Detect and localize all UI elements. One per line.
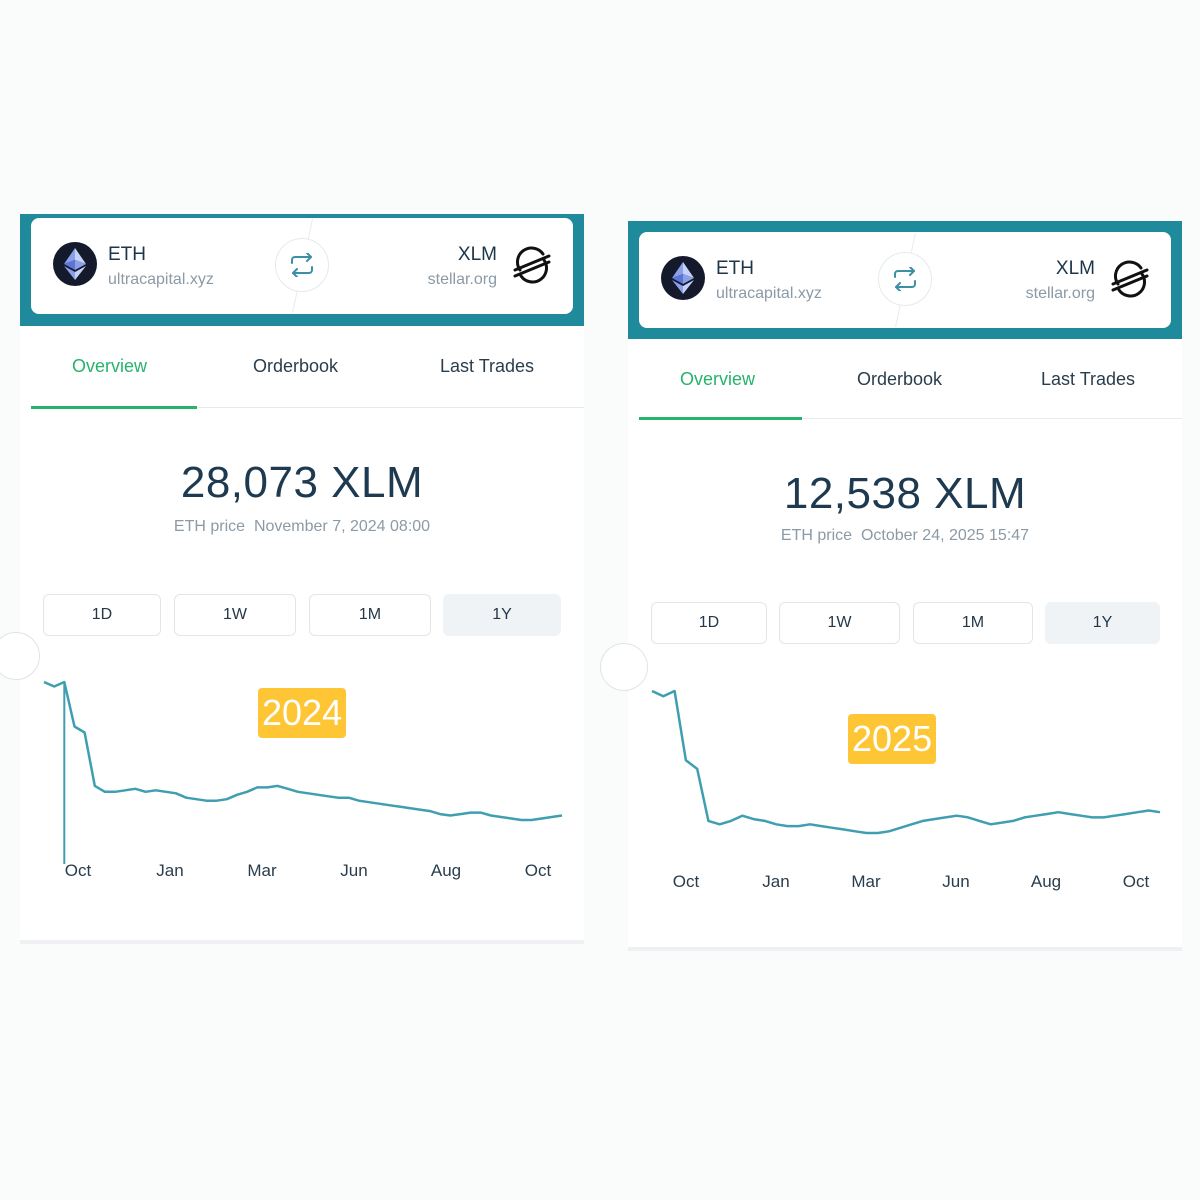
x-tick-label: Mar — [247, 861, 277, 880]
base-asset-symbol[interactable]: ETH — [108, 244, 146, 265]
base-asset-domain: ultracapital.xyz — [108, 271, 214, 288]
x-tick-label: Oct — [525, 861, 552, 880]
price-caption: ETH price November 7, 2024 08:00 — [20, 518, 584, 536]
price-chart: Oct Jan Mar Jun Aug Oct — [43, 680, 563, 880]
quote-asset-domain: stellar.org — [427, 271, 497, 288]
pair-card: ETH ultracapital.xyz XLM stellar.org — [31, 218, 573, 314]
tab-overview[interactable]: Overview — [680, 369, 756, 389]
price-date: October 24, 2025 15:47 — [860, 527, 1030, 544]
range-1y-button[interactable]: 1Y — [443, 594, 561, 636]
range-1d-button[interactable]: 1D — [651, 602, 767, 644]
active-tab-indicator — [31, 406, 197, 409]
x-tick-label: Jan — [762, 872, 789, 891]
base-asset-symbol[interactable]: ETH — [716, 258, 754, 279]
x-tick-label: Mar — [851, 872, 881, 891]
price-date: November 7, 2024 08:00 — [253, 518, 431, 535]
pair-header: ETH ultracapital.xyz XLM stellar.org — [20, 214, 584, 326]
tab-last-trades[interactable]: Last Trades — [440, 356, 535, 376]
price-caption: ETH price October 24, 2025 15:47 — [628, 527, 1182, 545]
stellar-icon — [513, 246, 551, 284]
x-tick-label: Oct — [65, 861, 92, 880]
quote-asset-symbol[interactable]: XLM — [457, 244, 497, 265]
quote-asset-symbol[interactable]: XLM — [1055, 258, 1095, 279]
x-tick-label: Aug — [1031, 872, 1061, 891]
active-tab-indicator — [639, 417, 802, 420]
range-1d-button[interactable]: 1D — [43, 594, 161, 636]
conversion-panel-2025: ETH ultracapital.xyz XLM stellar.org — [600, 221, 1182, 951]
range-1w-button[interactable]: 1W — [779, 602, 900, 644]
x-tick-label: Oct — [673, 872, 700, 891]
panel-shadow — [20, 940, 584, 944]
price-chart: Oct Jan Mar Jun Aug Oct — [651, 689, 1161, 891]
current-price: 28,073 XLM — [180, 458, 424, 507]
tab-orderbook[interactable]: Orderbook — [253, 356, 339, 376]
price-line — [651, 689, 1161, 835]
swap-arrows-icon — [291, 253, 313, 277]
range-1m-button[interactable]: 1M — [309, 594, 431, 636]
tab-orderbook[interactable]: Orderbook — [857, 369, 943, 389]
tab-overview[interactable]: Overview — [72, 356, 148, 376]
price-label: ETH price — [173, 518, 246, 535]
swap-pair-button[interactable] — [275, 238, 329, 292]
pair-card: ETH ultracapital.xyz XLM stellar.org — [639, 232, 1171, 328]
quote-asset-domain: stellar.org — [1025, 285, 1095, 302]
panel-shadow — [628, 947, 1182, 951]
range-1y-button[interactable]: 1Y — [1045, 602, 1160, 644]
range-1m-button[interactable]: 1M — [913, 602, 1033, 644]
price-label: ETH price — [780, 527, 853, 544]
ethereum-icon — [661, 256, 705, 300]
x-tick-label: Jan — [156, 861, 183, 880]
current-price: 12,538 XLM — [783, 469, 1027, 518]
pair-header: ETH ultracapital.xyz XLM stellar.org — [628, 221, 1182, 339]
swap-pair-button[interactable] — [878, 252, 932, 306]
price-line — [43, 680, 563, 822]
swap-arrows-icon — [894, 267, 916, 291]
tab-bar: Overview Orderbook Last Trades — [31, 326, 584, 409]
x-tick-label: Aug — [431, 861, 461, 880]
year-badge: 2025 — [848, 714, 937, 764]
chart-scroll-handle[interactable] — [0, 632, 40, 680]
chart-scroll-handle[interactable] — [600, 643, 648, 691]
ethereum-icon — [53, 242, 97, 286]
tab-last-trades[interactable]: Last Trades — [1041, 369, 1136, 389]
x-tick-label: Jun — [942, 872, 969, 891]
stellar-icon — [1111, 260, 1149, 298]
x-tick-label: Jun — [340, 861, 367, 880]
range-1w-button[interactable]: 1W — [174, 594, 296, 636]
conversion-panel-2024: ETH ultracapital.xyz XLM stellar.org — [0, 214, 584, 944]
base-asset-domain: ultracapital.xyz — [716, 285, 822, 302]
x-tick-label: Oct — [1123, 872, 1150, 891]
year-badge: 2024 — [258, 688, 347, 738]
tab-bar: Overview Orderbook Last Trades — [639, 339, 1182, 420]
